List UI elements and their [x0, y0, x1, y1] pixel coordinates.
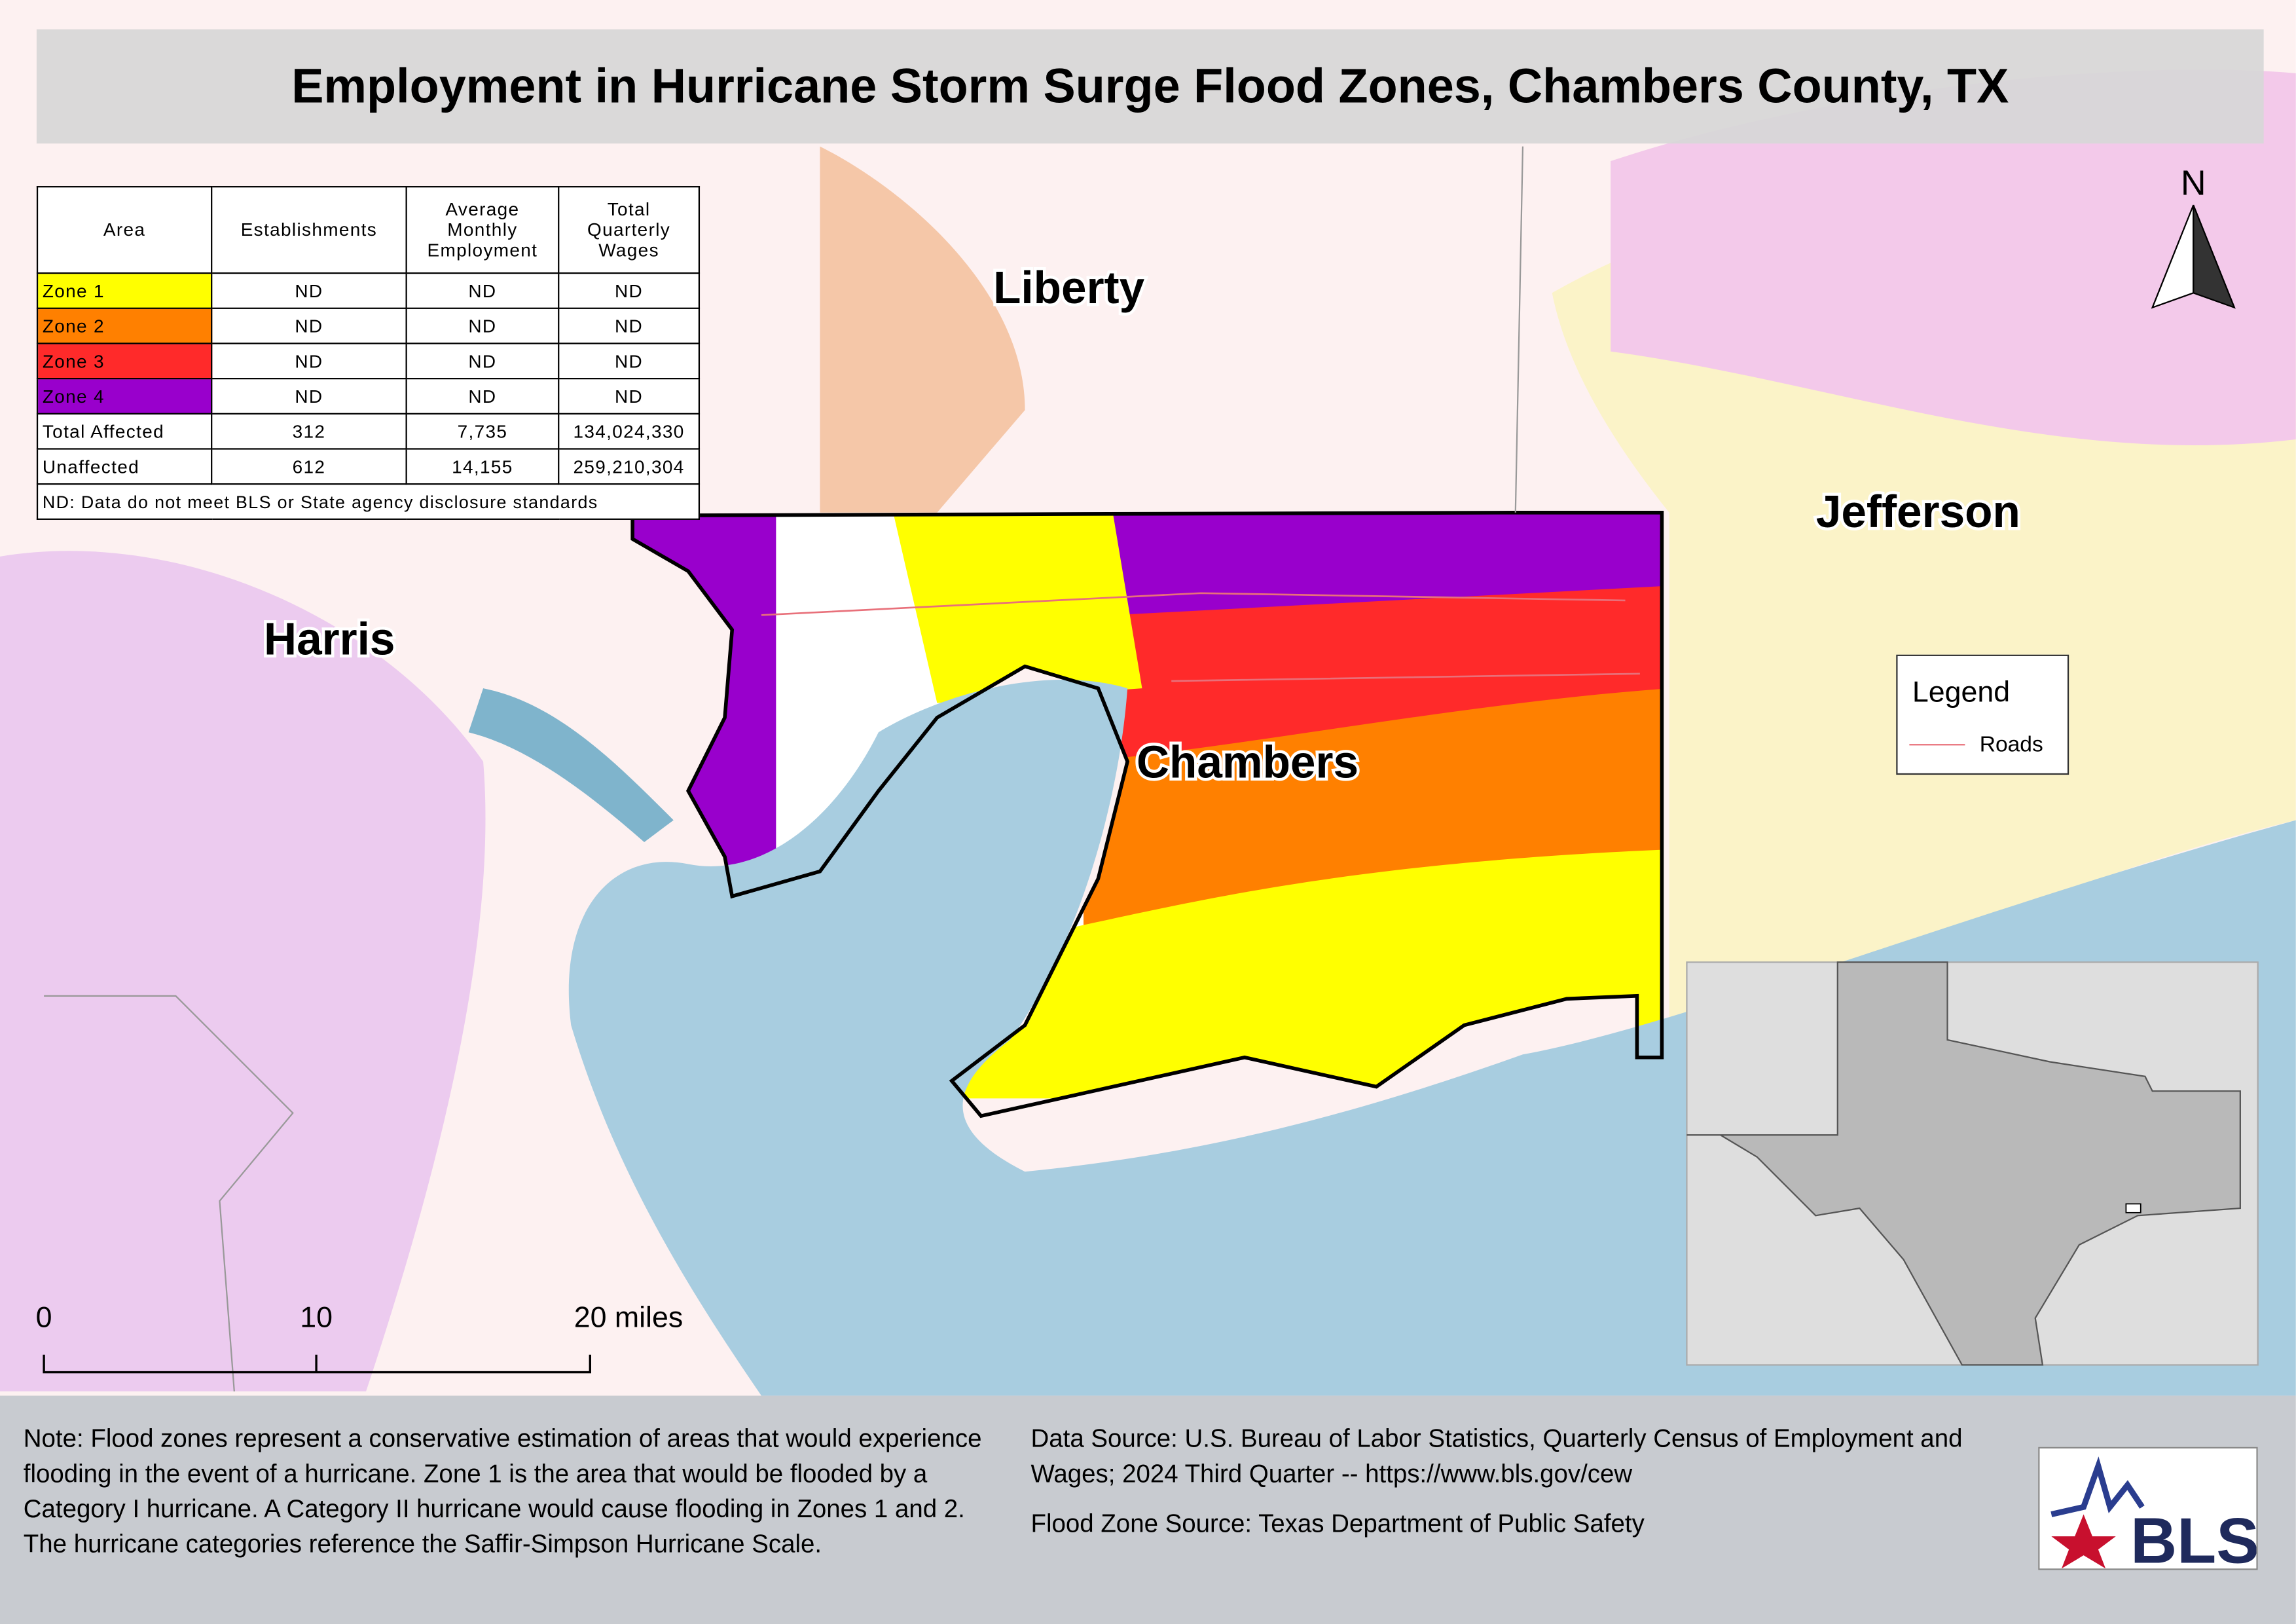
data-table: Area Establishments Average Monthly Employ…: [36, 186, 701, 520]
map-labels: Liberty Jefferson Harris Chambers: [261, 259, 2024, 790]
county-line: [44, 146, 1524, 1392]
county-label: Chambers: [1137, 737, 1358, 788]
texas: [1686, 961, 2241, 1366]
area-cell: Zone 2: [36, 307, 213, 344]
table-row: Total Affected 312 7,735 134,024,330: [36, 413, 701, 450]
table-cell: ND: [558, 307, 701, 344]
legend-items: Roads: [1909, 732, 2043, 757]
scale-label: 0: [36, 1301, 52, 1333]
data-source: Data Source: U.S. Bureau of Labor Statis…: [1030, 1423, 1963, 1488]
note: Note: Flood zones represent a conservati…: [23, 1423, 982, 1559]
legend-title: Legend: [1912, 676, 2011, 709]
area-cell: Unaffected: [36, 448, 213, 485]
table-cell: ND: [558, 272, 701, 309]
scale-label: 20 miles: [574, 1301, 683, 1333]
floodplain: [1611, 69, 2296, 445]
logo-graph: [2050, 1456, 2145, 1517]
title: Employment in Hurricane Storm Surge Floo…: [36, 29, 2264, 144]
table-cell: ND: [405, 307, 560, 344]
table-cell: 612: [211, 448, 407, 485]
table-cell: 134,024,330: [558, 413, 701, 450]
column-header: Average Monthly Employment: [405, 186, 560, 274]
table-row: Zone 4 ND ND ND: [36, 378, 701, 415]
table-footnote-row: ND: Data do not meet BLS or State agency…: [36, 483, 701, 520]
table-row: Zone 1 ND ND ND: [36, 272, 701, 309]
table-cell: 259,210,304: [558, 448, 701, 485]
county-label: Liberty: [993, 262, 1145, 313]
logo-text: BLS: [2130, 1504, 2256, 1568]
area-cell: Zone 4: [36, 378, 213, 415]
scale-bar: [43, 1354, 591, 1374]
logo: BLS: [2038, 1447, 2259, 1576]
zone-1: [893, 512, 1142, 703]
scale-labels: 0 10 20 miles: [36, 1301, 683, 1333]
scale-label: 10: [300, 1301, 333, 1333]
area-cell: Total Affected: [36, 413, 213, 450]
river: [468, 688, 674, 842]
table-header: Area Establishments Average Monthly Employ…: [36, 186, 701, 274]
north-arrow: [2193, 204, 2236, 309]
floodplain: [820, 146, 1025, 513]
legend-item: Roads: [1909, 732, 2043, 757]
county-boundary: [630, 510, 1664, 1118]
legend-label: Roads: [1979, 732, 2043, 758]
logo-star: [2051, 1514, 2116, 1569]
road: [761, 592, 1640, 682]
table-cell: ND: [211, 378, 407, 415]
table-cell: ND: [211, 272, 407, 309]
flood-source: Flood Zone Source: Texas Department of P…: [1030, 1508, 1645, 1538]
table-cell: ND: [405, 378, 560, 415]
column-header: Total Quarterly Wages: [558, 186, 701, 274]
legend: Legend Roads: [1896, 654, 2069, 775]
table-cell: 14,155: [405, 448, 560, 485]
logo-mark: BLS: [2050, 1456, 2259, 1576]
inset-locator: [2125, 1203, 2141, 1213]
table-cell: 7,735: [405, 413, 560, 450]
area-cell: Zone 1: [36, 272, 213, 309]
table-row: Zone 3 ND ND ND: [36, 342, 701, 380]
table-footnote: ND: Data do not meet BLS or State agency…: [36, 483, 701, 520]
table-cell: 312: [211, 413, 407, 450]
table-cell: ND: [211, 307, 407, 344]
table-cell: ND: [211, 342, 407, 380]
county-label: Jefferson: [1816, 486, 2020, 537]
table-row: Unaffected 612 14,155 259,210,304: [36, 448, 701, 485]
table-cell: ND: [558, 342, 701, 380]
floodplain: [0, 551, 486, 1392]
footer: [0, 1395, 2296, 1624]
table-cell: ND: [405, 342, 560, 380]
area-cell: Zone 3: [36, 342, 213, 380]
column-header: Establishments: [211, 186, 407, 274]
table-row: Zone 2 ND ND ND: [36, 307, 701, 344]
table-cell: ND: [405, 272, 560, 309]
table-cell: ND: [558, 378, 701, 415]
north-label: N: [2181, 163, 2206, 202]
legend-swatch: [1909, 744, 1965, 746]
column-header: Area: [36, 186, 213, 274]
county-label: Harris: [264, 614, 395, 665]
